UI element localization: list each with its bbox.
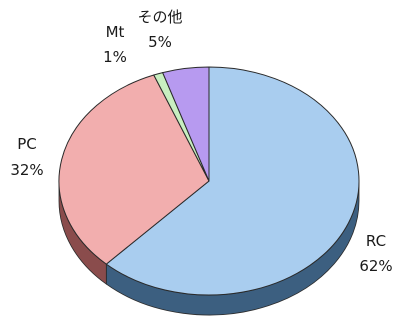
- pie-slice-other: [161, 66, 210, 182]
- pie-slice-pc: [58, 74, 210, 265]
- slice-label-other: その他: [137, 8, 182, 26]
- pie-slice-rc: [105, 66, 360, 296]
- slice-label-pc: PC: [17, 135, 37, 153]
- pie-slices: [58, 66, 360, 296]
- slice-pct-other: 5%: [148, 33, 172, 51]
- slice-pct-pc: 32%: [10, 161, 43, 179]
- slice-pct-mt: 1%: [103, 48, 127, 66]
- slice-label-rc: RC: [366, 232, 386, 250]
- slice-label-mt: Mt: [106, 23, 125, 41]
- slice-pct-rc: 62%: [359, 257, 392, 275]
